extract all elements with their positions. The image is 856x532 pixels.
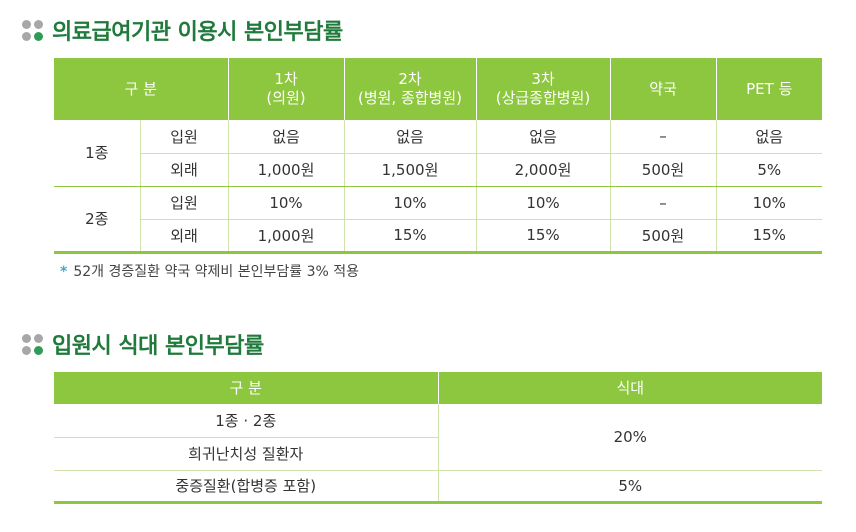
table-cell: – [609, 186, 716, 220]
table-header-row: 구 분 식대 [54, 372, 822, 404]
category-cell: 1종 · 2종 [54, 404, 438, 438]
meal-copay-table: 구 분 식대 1종 · 2종 20% 희귀난치성 질환자 중증질환(합병증 포함… [54, 372, 822, 504]
table-cell: 10% [715, 186, 822, 220]
type-cell: 외래 [139, 219, 228, 252]
table-cell: 15% [715, 219, 822, 252]
table-cell: 15% [343, 219, 476, 252]
footnote: * 52개 경증질환 약국 약제비 본인부담률 3% 적용 [60, 261, 359, 281]
category-cell: 중증질환(합병증 포함) [175, 477, 317, 495]
table-row: 1종 · 2종 20% [54, 404, 822, 471]
table-cell: 없음 [715, 120, 822, 154]
table-cell: 5% [715, 153, 822, 187]
table-cell: 1,000원 [227, 219, 344, 252]
table-cell: 2,000원 [475, 153, 610, 187]
bullet-dots-icon [22, 19, 43, 41]
table-cell: 1,000원 [227, 153, 344, 187]
table-row: 희귀난치성 질환자 [54, 437, 822, 471]
table-cell: 500원 [609, 219, 716, 252]
section-title-meal: 입원시 식대 본인부담률 [22, 328, 264, 360]
section-title-copay: 의료급여기관 이용시 본인부담률 [22, 14, 343, 46]
footnote-text: 52개 경증질환 약국 약제비 본인부담률 3% 적용 [73, 264, 360, 280]
table-row: 외래 1,000원 15% 15% 500원 15% [54, 219, 822, 252]
group-cell: 2종 [85, 210, 109, 228]
type-cell: 입원 [139, 120, 228, 154]
type-cell: 입원 [139, 186, 228, 220]
table-header-row: 구 분 1차 (의원) 2차 (병원, 종합병원) 3차 (상급종합병원) 약국 PE… [54, 58, 822, 120]
table-cell: 500원 [609, 153, 716, 187]
copay-table: 구 분 1차 (의원) 2차 (병원, 종합병원) 3차 (상급종합병원) 약국 PE… [54, 58, 822, 254]
header-category: 구 분 [54, 58, 229, 120]
header-tier3: 3차 (상급종합병원) [475, 58, 611, 120]
table-cell: 15% [475, 219, 610, 252]
section-title-text: 입원시 식대 본인부담률 [52, 334, 264, 359]
header-meal: 식대 [437, 372, 822, 404]
category-cell: 희귀난치성 질환자 [54, 437, 438, 471]
header-tier2: 2차 (병원, 종합병원) [343, 58, 477, 120]
table-cell: 10% [227, 186, 344, 220]
table-cell: 없음 [343, 120, 476, 154]
table-cell: – [609, 120, 716, 154]
table-row: 외래 1,000원 1,500원 2,000원 500원 5% [54, 153, 822, 187]
group-cell: 1종 [54, 120, 140, 187]
header-pet: PET 등 [715, 58, 822, 120]
header-category: 구 분 [54, 372, 439, 404]
table-cell: 없음 [475, 120, 610, 154]
table-row: 중증질환(합병증 포함) 5% [54, 470, 822, 502]
value-cell: 20% [437, 404, 822, 471]
table-cell: 없음 [227, 120, 344, 154]
table-cell: 10% [475, 186, 610, 220]
header-pharmacy: 약국 [609, 58, 717, 120]
type-cell: 외래 [139, 153, 228, 187]
table-cell: 10% [343, 186, 476, 220]
section-title-text: 의료급여기관 이용시 본인부담률 [52, 20, 343, 45]
value-cell: 5% [437, 470, 822, 502]
table-cell: 1,500원 [343, 153, 476, 187]
table-row: 1종 입원 없음 없음 없음 – 없음 [54, 120, 822, 187]
asterisk-icon: * [60, 264, 68, 280]
header-tier1: 1차 (의원) [227, 58, 345, 120]
bullet-dots-icon [22, 333, 43, 355]
table-row: 2종 입원 10% 10% 10% – 10% [54, 186, 822, 228]
